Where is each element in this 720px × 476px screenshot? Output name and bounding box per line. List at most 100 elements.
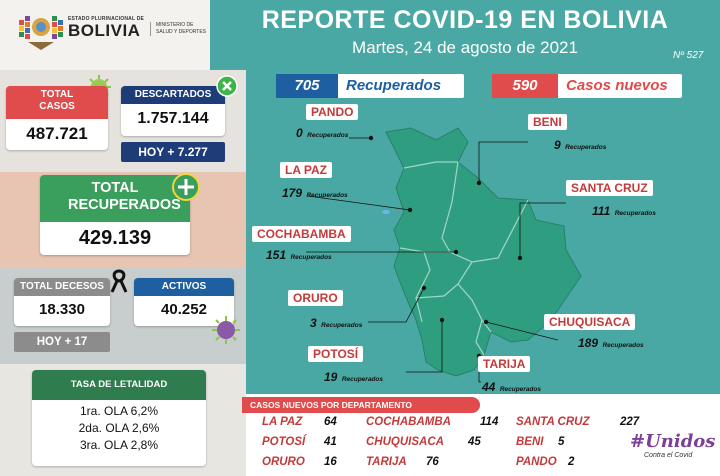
activos-label: ACTIVOS	[134, 278, 234, 296]
dept-count: 2	[568, 456, 575, 468]
recovered-suffix: Recuperados	[307, 132, 349, 139]
dept-count: 227	[620, 416, 640, 428]
recuperados-label: Recuperados	[346, 77, 442, 94]
dept-label-beni: BENI	[528, 114, 567, 130]
dept-value-oruro: 3 Recuperados	[310, 314, 362, 332]
dept-label-la-paz: LA PAZ	[280, 162, 332, 178]
dept-count: 5	[558, 436, 565, 448]
total-recuperados-card: TOTAL RECUPERADOS 429.139	[40, 175, 190, 255]
recuperados-badge: 705 Recuperados	[276, 74, 464, 98]
casos-nuevos-label: Casos nuevos	[566, 77, 668, 94]
dept-value-la-paz: 179 Recuperados	[282, 184, 348, 202]
letalidad-row: 2da. OLA 2,6%	[78, 421, 160, 435]
dept-label-santa-cruz: SANTA CRUZ	[566, 180, 653, 196]
dept-count: 114	[480, 416, 499, 428]
letalidad-row: 3ra. OLA 2,8%	[79, 438, 159, 452]
campaign-hashtag: #Unidos	[630, 431, 716, 452]
ministry-line-2: SALUD Y DEPORTES	[156, 29, 207, 35]
recovered-suffix: Recuperados	[341, 376, 383, 383]
recuperados-count: 705	[276, 74, 338, 98]
recovered-suffix: Recuperados	[602, 342, 644, 349]
dept-count: 76	[426, 456, 439, 468]
table-row: LA PAZ 64 COCHABAMBA 114 SANTA CRUZ 227	[262, 416, 662, 432]
state-name-small: ESTADO PLURINACIONAL DE	[68, 16, 145, 22]
dept-value-beni: 9 Recuperados	[554, 136, 606, 154]
dept-name: COCHABAMBA	[366, 416, 451, 428]
dept-count: 45	[468, 436, 481, 448]
total-decesos-card: TOTAL DECESOS 18.330	[14, 278, 110, 326]
recovered-count: 0	[296, 126, 303, 140]
dept-value-cochabamba: 151 Recuperados	[266, 246, 332, 264]
total-casos-value: 487.721	[26, 124, 88, 143]
dept-label-chuquisaca: CHUQUISACA	[544, 314, 636, 330]
recovered-count: 179	[282, 186, 303, 200]
dept-count: 64	[324, 416, 337, 428]
recovered-suffix: Recuperados	[321, 322, 363, 329]
dept-label-pando: PANDO	[306, 104, 359, 120]
recovered-suffix: Recuperados	[499, 386, 541, 393]
state-logo-text: ESTADO PLURINACIONAL DE BOLIVIA	[68, 16, 144, 39]
recovered-suffix: Recuperados	[290, 254, 332, 261]
recovered-count: 9	[554, 138, 561, 152]
report-number: Nº 527	[673, 50, 704, 61]
activos-card: ACTIVOS 40.252	[134, 278, 234, 326]
dept-value-santa-cruz: 111 Recuperados	[592, 202, 656, 220]
ministry-name: MINISTERIO DE SALUD Y DEPORTES	[150, 22, 206, 36]
dept-label-tarija: TARIJA	[478, 356, 531, 372]
casos-nuevos-badge: 590 Casos nuevos	[492, 74, 682, 98]
unidos-campaign-logo: #Unidos Contra el Covid	[630, 432, 716, 472]
state-name-big: BOLIVIA	[68, 21, 141, 40]
virus-purple-icon	[210, 314, 242, 351]
recovered-count: 3	[310, 316, 317, 330]
dept-label-oruro: ORURO	[288, 290, 343, 306]
table-row: ORURO 16 TARIJA 76 PANDO 2	[262, 456, 662, 472]
activos-value: 40.252	[161, 301, 207, 318]
recovered-count: 44	[482, 380, 496, 394]
dept-value-chuquisaca: 189 Recuperados	[578, 334, 644, 352]
total-recuperados-value: 429.139	[78, 227, 152, 249]
dept-name: ORURO	[262, 456, 305, 468]
recovered-suffix: Recuperados	[306, 192, 348, 199]
dept-label-cochabamba: COCHABAMBA	[252, 226, 351, 242]
descartados-hoy: HOY + 7.277	[121, 142, 225, 162]
total-casos-label: TOTAL CASOS	[6, 86, 108, 119]
dept-name: TARIJA	[366, 456, 407, 468]
dept-name: BENI	[516, 436, 544, 448]
dept-name: POTOSÍ	[262, 436, 306, 448]
dept-name: CHUQUISACA	[366, 436, 444, 448]
ministry-line-1: MINISTERIO DE	[156, 22, 194, 28]
lake-titicaca	[382, 210, 390, 214]
descartados-card: DESCARTADOS 1.757.144	[121, 86, 225, 136]
dept-name: PANDO	[516, 456, 557, 468]
page-title: REPORTE COVID-19 EN BOLIVIA	[261, 6, 669, 34]
decesos-hoy: HOY + 17	[14, 332, 110, 352]
letalidad-row: 1ra. OLA 6,2%	[79, 404, 159, 418]
coat-of-arms-logo-icon	[18, 12, 64, 52]
recovered-count: 151	[266, 248, 287, 262]
dept-count: 41	[324, 436, 337, 448]
descartados-label: DESCARTADOS	[121, 86, 225, 104]
letalidad-title: TASA DE LETALIDAD	[32, 370, 206, 400]
casos-nuevos-count: 590	[492, 74, 558, 98]
total-recuperados-label: TOTAL RECUPERADOS	[40, 175, 190, 222]
descartados-value: 1.757.144	[137, 110, 209, 127]
recovered-suffix: Recuperados	[614, 210, 656, 217]
total-decesos-label: TOTAL DECESOS	[14, 278, 110, 296]
dept-label-potosi: POTOSÍ	[308, 346, 364, 362]
dept-value-pando: 0 Recuperados	[296, 124, 348, 142]
mourning-ribbon-icon	[108, 268, 130, 299]
total-casos-card: TOTAL CASOS 487.721	[6, 86, 108, 150]
table-row: POTOSÍ 41 CHUQUISACA 45 BENI 5	[262, 436, 662, 452]
new-cases-title: CASOS NUEVOS POR DEPARTAMENTO	[242, 397, 480, 413]
letalidad-card: TASA DE LETALIDAD 1ra. OLA 6,2% 2da. OLA…	[32, 370, 206, 466]
close-x-icon	[215, 74, 239, 103]
title-panel	[210, 0, 720, 70]
recovered-count: 19	[324, 370, 338, 384]
report-date: Martes, 24 de agosto de 2021	[352, 38, 578, 57]
recovered-count: 189	[578, 336, 599, 350]
dept-name: SANTA CRUZ	[516, 416, 590, 428]
dept-count: 16	[324, 456, 337, 468]
plus-circle-icon	[171, 172, 201, 207]
campaign-tagline: Contra el Covid	[644, 452, 693, 459]
total-decesos-value: 18.330	[39, 301, 85, 318]
